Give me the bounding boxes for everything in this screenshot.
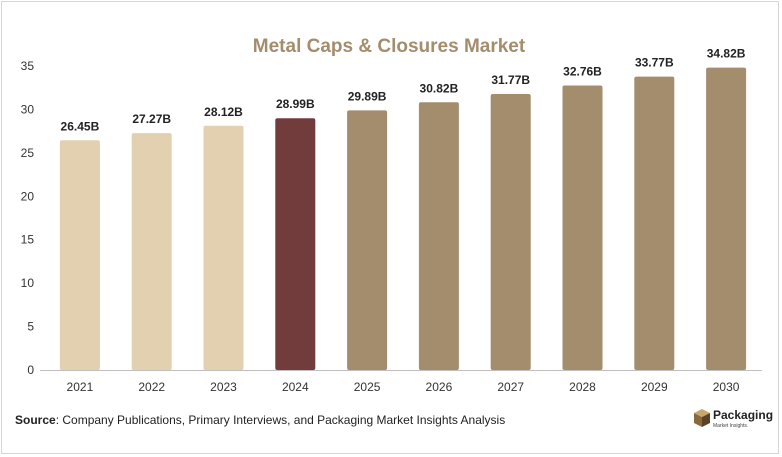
data-label-2023: 28.12B xyxy=(204,105,243,119)
x-tick-label: 2030 xyxy=(713,380,740,394)
data-labels: 26.45B 27.27B 28.12B 28.99B 29.89B 30.82B 31.7… xyxy=(61,47,746,134)
data-label-2026: 30.82B xyxy=(420,81,459,95)
x-tick-label: 2024 xyxy=(282,380,309,394)
source-note: Source: Company Publications, Primary In… xyxy=(15,413,505,427)
bar-2025 xyxy=(347,110,388,370)
chart-title: Metal Caps & Closures Market xyxy=(253,36,526,57)
data-label-2028: 32.76B xyxy=(563,64,602,78)
x-tick-label: 2029 xyxy=(641,380,668,394)
data-label-2027: 31.77B xyxy=(491,73,530,87)
bars xyxy=(59,67,747,371)
x-tick-label: 2021 xyxy=(67,380,94,394)
y-tick-label: 25 xyxy=(21,146,35,160)
y-tick-label: 30 xyxy=(21,102,35,116)
data-label-2024: 28.99B xyxy=(276,97,315,111)
y-tick-label: 15 xyxy=(21,233,35,247)
y-tick-label: 20 xyxy=(21,189,35,203)
bar-2022 xyxy=(131,133,172,370)
bar-2030 xyxy=(706,67,747,371)
data-label-2021: 26.45B xyxy=(61,119,100,133)
brand-logo: Packaging Market Insights. xyxy=(694,407,774,437)
y-tick-label: 0 xyxy=(27,363,34,377)
bar-2028 xyxy=(562,85,603,371)
box-icon xyxy=(694,409,710,427)
bar-2029 xyxy=(634,76,675,371)
bar-2027 xyxy=(490,94,531,370)
y-tick-label: 35 xyxy=(21,59,35,73)
data-label-2025: 29.89B xyxy=(348,89,387,103)
y-tick-label: 10 xyxy=(21,276,35,290)
x-tick-label: 2026 xyxy=(426,380,453,394)
x-tick-label: 2025 xyxy=(354,380,381,394)
y-tick-label: 5 xyxy=(27,320,34,334)
data-label-2030: 34.82B xyxy=(707,47,746,61)
x-axis-ticks: 2021 2022 2023 2024 2025 2026 2027 2028 2029 2030 xyxy=(67,380,740,394)
y-axis-ticks: 0 5 10 15 20 25 30 35 xyxy=(21,59,35,377)
bar-chart: Metal Caps & Closures Market 05101520253… xyxy=(21,36,762,394)
data-label-2022: 27.27B xyxy=(132,112,171,126)
x-tick-label: 2027 xyxy=(497,380,524,394)
bar-2024 xyxy=(275,118,316,370)
logo-name: Packaging xyxy=(713,408,774,422)
x-tick-label: 2028 xyxy=(569,380,596,394)
source-text: : Company Publications, Primary Intervie… xyxy=(55,413,506,427)
x-tick-label: 2023 xyxy=(210,380,237,394)
data-label-2029: 33.77B xyxy=(635,56,674,70)
bar-2021 xyxy=(59,140,100,370)
bar-2026 xyxy=(418,102,459,371)
x-tick-label: 2022 xyxy=(138,380,165,394)
bar-2023 xyxy=(203,125,244,370)
source-label: Source xyxy=(15,413,56,427)
logo-tagline: Market Insights. xyxy=(713,423,749,429)
